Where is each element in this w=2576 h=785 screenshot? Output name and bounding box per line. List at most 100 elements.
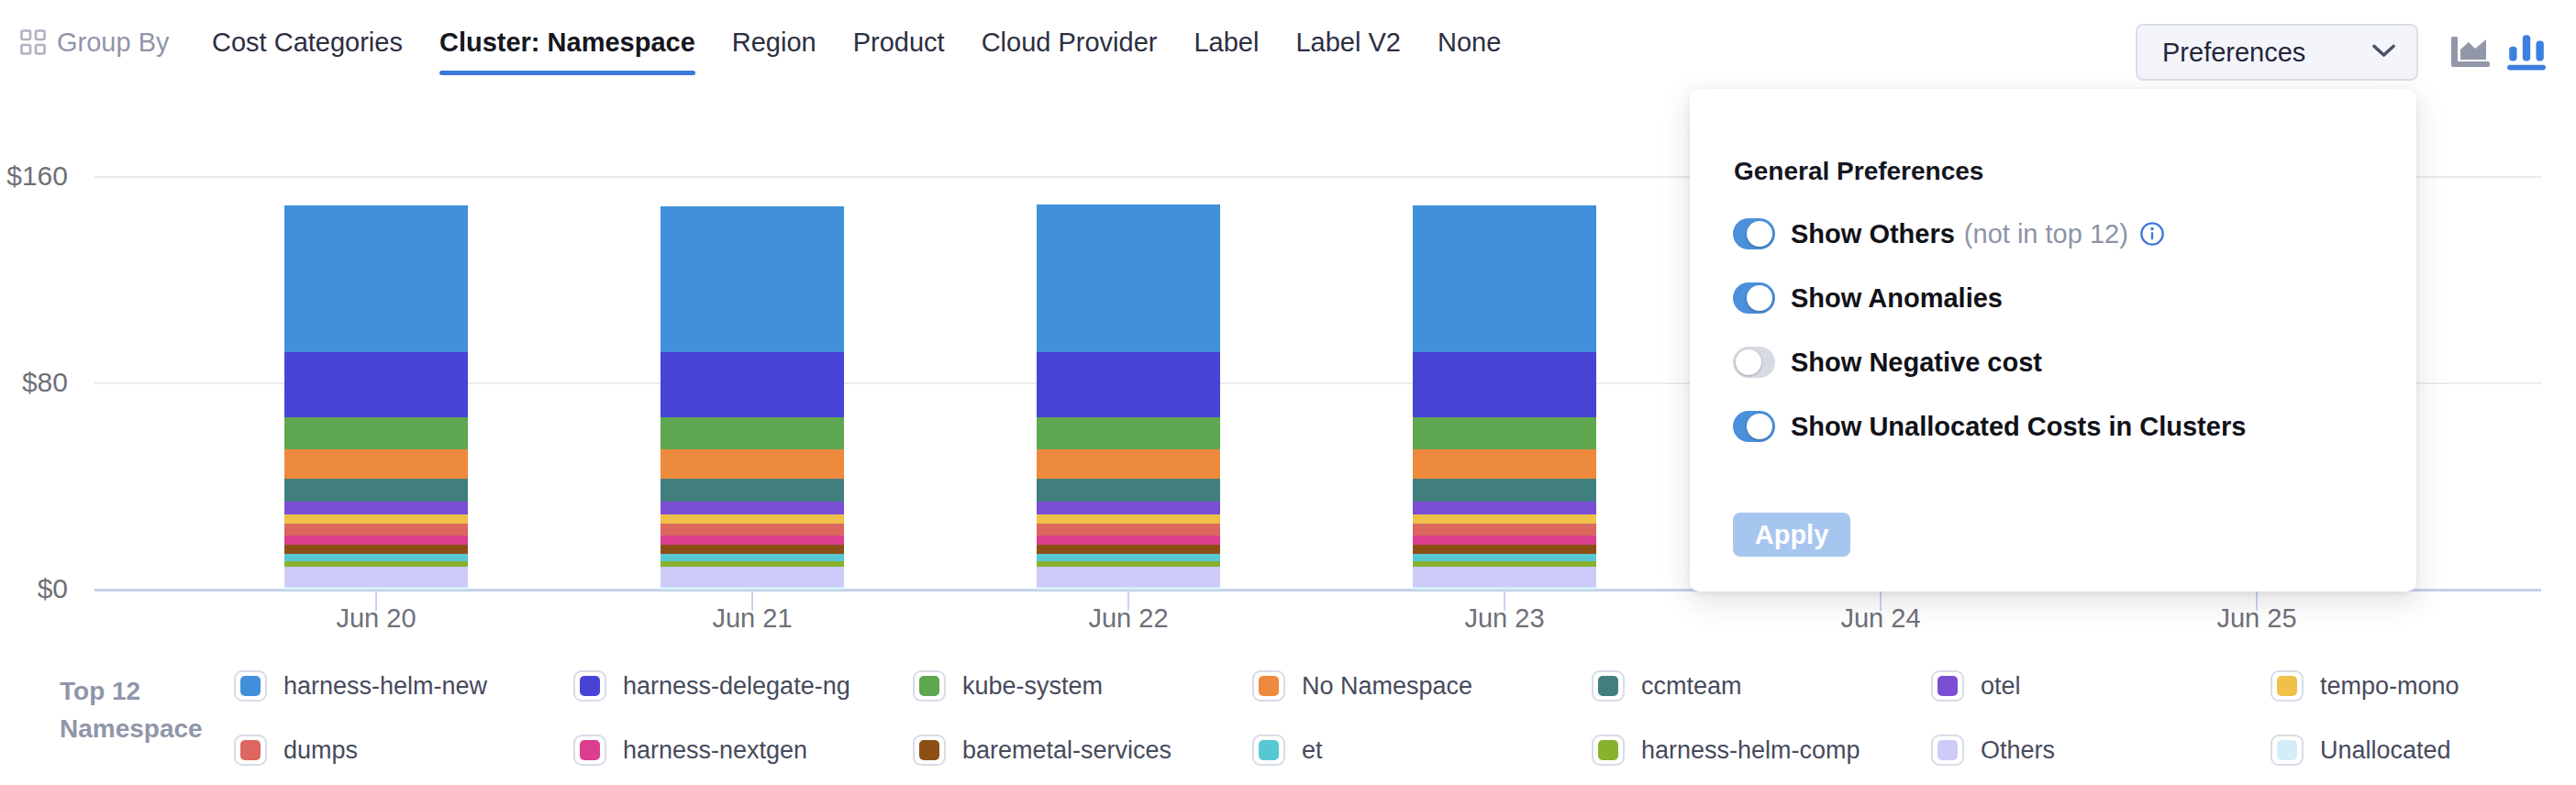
bar-segment-harness-helm-new[interactable] xyxy=(284,205,468,352)
legend-item-et[interactable]: et xyxy=(1252,729,1592,771)
toggle-show-others[interactable] xyxy=(1733,218,1775,249)
bar-segment-baremetal-services[interactable] xyxy=(284,545,468,554)
bar-segment-others[interactable] xyxy=(1037,567,1220,588)
legend-title: Top 12 Namespace xyxy=(60,672,203,747)
legend-swatch xyxy=(580,740,600,760)
tab-region[interactable]: Region xyxy=(732,28,816,73)
legend-items: harness-helm-newharness-delegate-ng kube-… xyxy=(234,665,2576,771)
legend-swatch xyxy=(240,676,261,696)
bar-segment-others[interactable] xyxy=(1413,567,1596,588)
bar-segment-others[interactable] xyxy=(661,567,844,588)
bar-segment-harness-delegate-ng[interactable] xyxy=(661,352,844,416)
bar-segment-kube-system[interactable] xyxy=(661,417,844,449)
group-by-label: Group By xyxy=(57,28,170,58)
bar-segment-tempo-mono[interactable] xyxy=(661,514,844,524)
tab-none[interactable]: None xyxy=(1438,28,1501,73)
area-chart-icon[interactable] xyxy=(2448,33,2493,73)
bar-segment-harness-delegate-ng[interactable] xyxy=(1037,352,1220,416)
apply-button[interactable]: Apply xyxy=(1733,513,1850,557)
bar-segment-baremetal-services[interactable] xyxy=(1413,545,1596,554)
legend-item-unallocated[interactable]: Unallocated xyxy=(2271,729,2576,771)
bar-segment-otel[interactable] xyxy=(1037,502,1220,514)
tab-product[interactable]: Product xyxy=(853,28,945,73)
bar-segment-unallocated[interactable] xyxy=(1037,587,1220,590)
legend-item-harness-nextgen[interactable]: harness-nextgen xyxy=(573,729,913,771)
bar-segment-no-namespace[interactable] xyxy=(284,449,468,479)
bar-segment-kube-system[interactable] xyxy=(1413,417,1596,449)
toggle-show-anomalies[interactable] xyxy=(1733,282,1775,314)
legend-item-ccmteam[interactable]: ccmteam xyxy=(1592,665,1931,707)
legend-item-tempo-mono[interactable]: tempo-mono xyxy=(2271,665,2576,707)
tab-label: Label V2 xyxy=(1295,28,1401,57)
legend-item-baremetal-services[interactable]: baremetal-services xyxy=(913,729,1252,771)
tab-label[interactable]: Label xyxy=(1194,28,1259,73)
bar-segment-unallocated[interactable] xyxy=(284,587,468,590)
toggle-knob xyxy=(1747,221,1772,247)
bar-segment-unallocated[interactable] xyxy=(1413,587,1596,590)
bar-segment-harness-nextgen[interactable] xyxy=(284,536,468,545)
legend-label: ccmteam xyxy=(1641,672,1742,701)
tab-cluster-namespace[interactable]: Cluster: Namespace xyxy=(439,28,695,73)
bar-segment-kube-system[interactable] xyxy=(1037,417,1220,449)
toggle-show-unallocated-costs-in-clusters[interactable] xyxy=(1733,411,1775,442)
legend-item-harness-helm-new[interactable]: harness-helm-new xyxy=(234,665,573,707)
group-by-tabs: Cost Categories Cluster: Namespace Region P… xyxy=(212,28,1501,73)
bar-segment-otel[interactable] xyxy=(661,502,844,514)
bar-segment-harness-helm-new[interactable] xyxy=(661,206,844,352)
legend-item-harness-helm-comp[interactable]: harness-helm-comp xyxy=(1592,729,1931,771)
bar-segment-ccmteam[interactable] xyxy=(661,479,844,502)
legend-chip xyxy=(2271,735,2304,766)
bar-segment-dumps[interactable] xyxy=(1037,524,1220,536)
bar-segment-et[interactable] xyxy=(1413,554,1596,561)
bar-segment-dumps[interactable] xyxy=(1413,524,1596,536)
bar-segment-harness-helm-new[interactable] xyxy=(1037,205,1220,353)
tab-label-v2[interactable]: Label V2 xyxy=(1295,28,1401,73)
legend-item-kube-system[interactable]: kube-system xyxy=(913,665,1252,707)
legend-item-no-namespace[interactable]: No Namespace xyxy=(1252,665,1592,707)
bar-segment-otel[interactable] xyxy=(1413,502,1596,514)
bar-jun-23 xyxy=(1413,205,1596,590)
bar-segment-harness-nextgen[interactable] xyxy=(1413,536,1596,545)
bar-segment-kube-system[interactable] xyxy=(284,417,468,449)
bar-segment-ccmteam[interactable] xyxy=(1037,479,1220,502)
bar-segment-baremetal-services[interactable] xyxy=(661,545,844,554)
bar-chart-icon[interactable] xyxy=(2505,29,2548,75)
legend-chip xyxy=(913,735,946,766)
legend-item-others[interactable]: Others xyxy=(1931,729,2271,771)
tab-cost-categories[interactable]: Cost Categories xyxy=(212,28,403,73)
bar-segment-harness-delegate-ng[interactable] xyxy=(1413,352,1596,416)
bar-segment-tempo-mono[interactable] xyxy=(284,514,468,524)
bar-segment-no-namespace[interactable] xyxy=(661,449,844,479)
preferences-toggles: Show Others(not in top 12)Show Anomalies… xyxy=(1733,217,2246,443)
tab-cloud-provider[interactable]: Cloud Provider xyxy=(982,28,1158,73)
legend-label: Unallocated xyxy=(2320,736,2451,765)
bar-segment-ccmteam[interactable] xyxy=(284,479,468,502)
legend-item-harness-delegate-ng[interactable]: harness-delegate-ng xyxy=(573,665,913,707)
bar-segment-otel[interactable] xyxy=(284,502,468,514)
bar-segment-unallocated[interactable] xyxy=(661,587,844,590)
bar-segment-no-namespace[interactable] xyxy=(1413,449,1596,479)
bar-segment-harness-delegate-ng[interactable] xyxy=(284,352,468,416)
bar-segment-tempo-mono[interactable] xyxy=(1413,514,1596,524)
legend-item-otel[interactable]: otel xyxy=(1931,665,2271,707)
legend-label: kube-system xyxy=(962,672,1103,701)
bar-segment-dumps[interactable] xyxy=(661,524,844,536)
x-axis-label-jun-23: Jun 23 xyxy=(1413,603,1596,634)
bar-segment-harness-nextgen[interactable] xyxy=(1037,536,1220,545)
bar-segment-others[interactable] xyxy=(284,567,468,588)
bar-segment-harness-helm-new[interactable] xyxy=(1413,205,1596,352)
bar-segment-et[interactable] xyxy=(1037,554,1220,561)
toggle-show-negative-cost[interactable] xyxy=(1733,347,1775,378)
info-icon[interactable] xyxy=(2139,221,2165,247)
bar-segment-dumps[interactable] xyxy=(284,524,468,536)
bar-segment-et[interactable] xyxy=(661,554,844,561)
bar-segment-tempo-mono[interactable] xyxy=(1037,514,1220,524)
bar-segment-baremetal-services[interactable] xyxy=(1037,545,1220,554)
bar-segment-ccmteam[interactable] xyxy=(1413,479,1596,502)
preferences-dropdown[interactable]: Preferences xyxy=(2136,24,2418,81)
legend-item-dumps[interactable]: dumps xyxy=(234,729,573,771)
bar-segment-et[interactable] xyxy=(284,554,468,561)
tab-label: Region xyxy=(732,28,816,57)
bar-segment-no-namespace[interactable] xyxy=(1037,449,1220,479)
bar-segment-harness-nextgen[interactable] xyxy=(661,536,844,545)
